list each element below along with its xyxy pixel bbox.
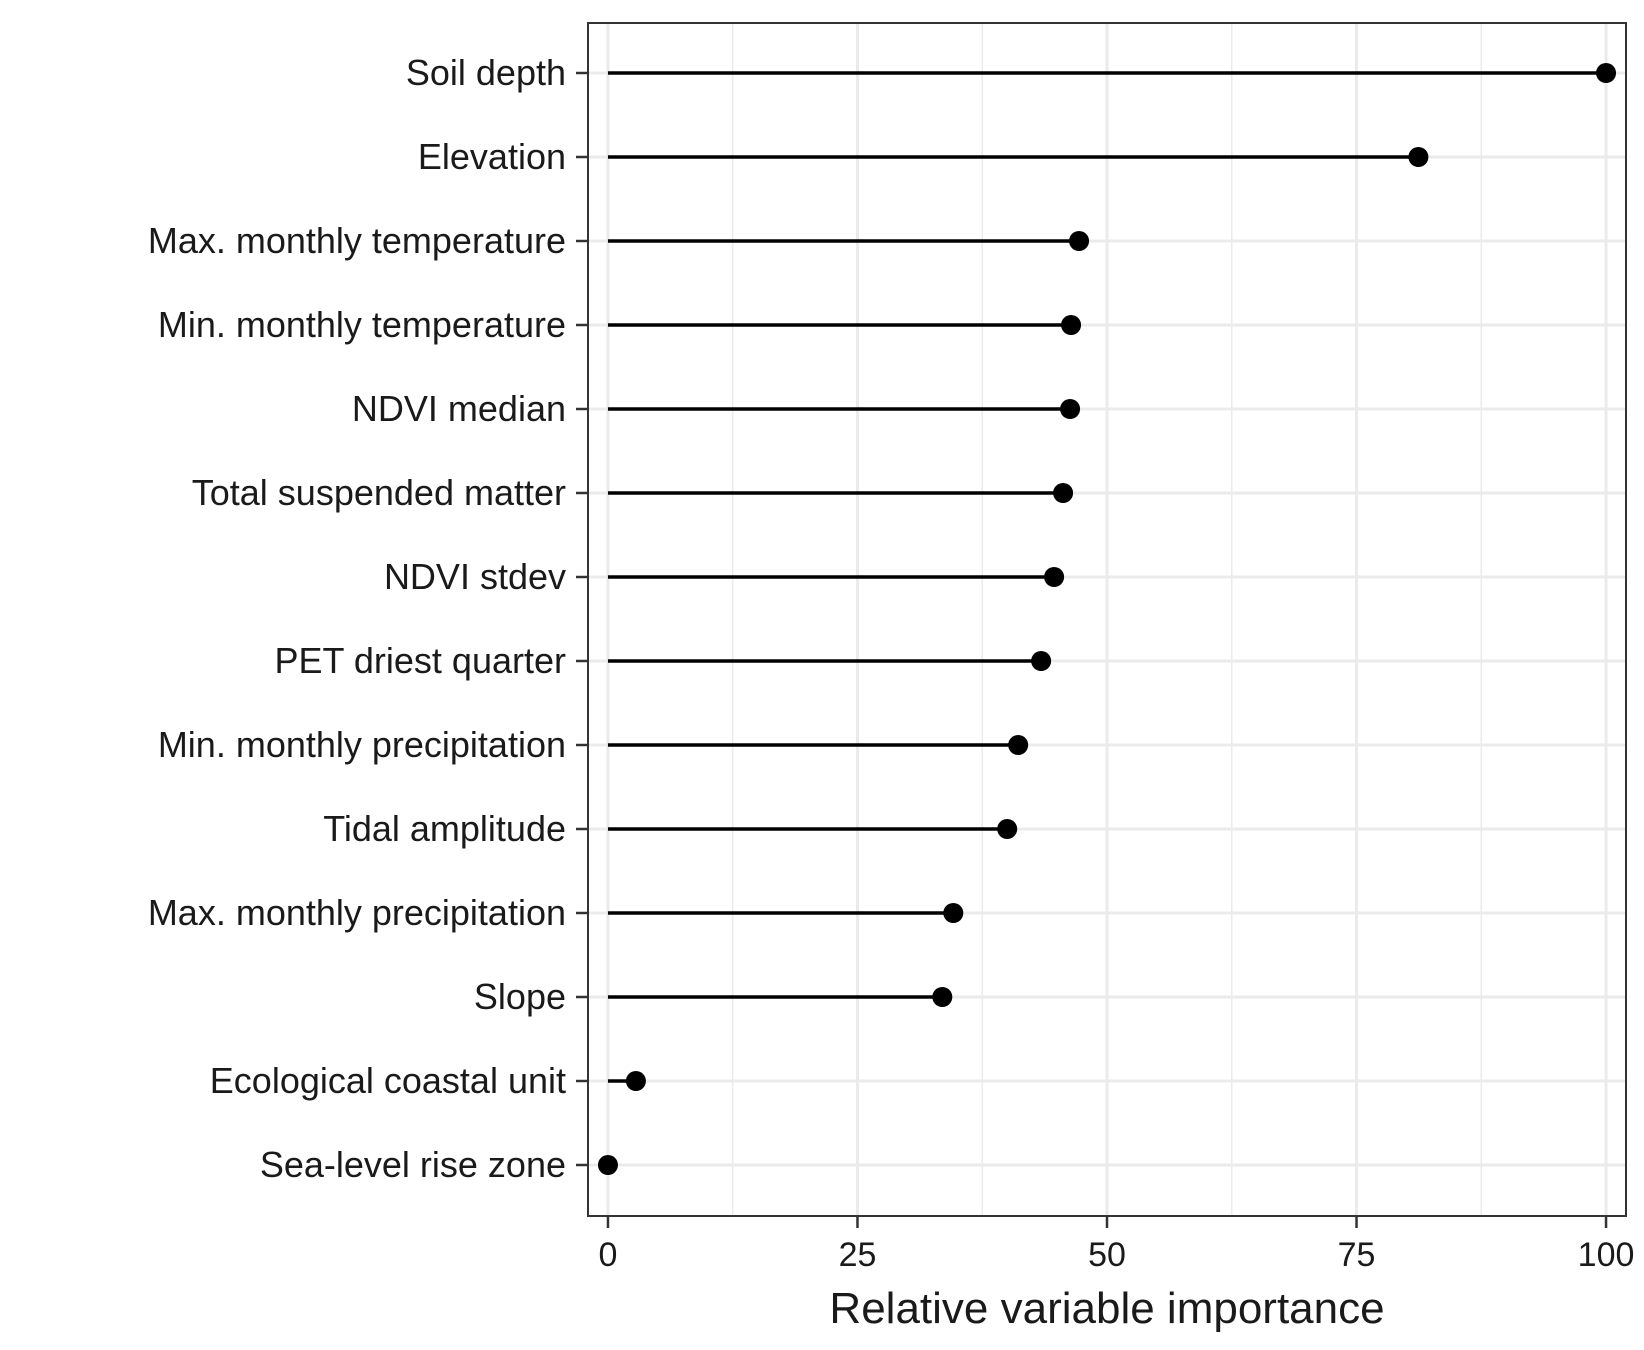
y-tick-label: Tidal amplitude <box>323 808 566 849</box>
lollipop-point <box>1008 735 1029 755</box>
lollipop-point <box>1053 483 1074 503</box>
x-tick-label: 75 <box>1338 1236 1376 1274</box>
lollipop-point <box>625 1071 646 1091</box>
y-tick-label: Soil depth <box>406 52 566 93</box>
y-tick-label: Elevation <box>418 136 566 177</box>
marks <box>597 63 1617 1175</box>
y-tick-label: NDVI median <box>352 388 566 429</box>
lollipop-point <box>943 903 964 923</box>
y-tick-label: Min. monthly precipitation <box>158 724 566 765</box>
y-tick-label: Max. monthly precipitation <box>148 892 566 933</box>
y-tick-label: Sea-level rise zone <box>260 1144 566 1185</box>
lollipop-point <box>597 1155 618 1175</box>
lollipop-point <box>1061 315 1082 335</box>
x-tick-label: 50 <box>1088 1236 1126 1274</box>
y-tick-label: Slope <box>474 976 566 1017</box>
x-axis-title: Relative variable importance <box>829 1284 1384 1333</box>
lollipop-point <box>1069 231 1090 251</box>
lollipop-point <box>1408 147 1429 167</box>
y-tick-label: Max. monthly temperature <box>148 220 566 261</box>
lollipop-point <box>1596 63 1617 83</box>
lollipop-point <box>1044 567 1065 587</box>
axes: Soil depth Elevation Max. monthly temperat… <box>148 52 1635 1274</box>
x-tick-label: 100 <box>1578 1236 1635 1274</box>
lollipop-point <box>1060 399 1081 419</box>
y-tick-label: Ecological coastal unit <box>210 1060 566 1101</box>
lollipop-point <box>932 987 953 1007</box>
x-tick-label: 25 <box>839 1236 877 1274</box>
y-tick-label: PET driest quarter <box>275 640 566 681</box>
y-tick-label: Total suspended matter <box>192 472 566 513</box>
x-tick-label: 0 <box>599 1236 618 1274</box>
lollipop-point <box>1031 651 1052 671</box>
lollipop-point <box>997 819 1018 839</box>
y-tick-label: Min. monthly temperature <box>158 304 566 345</box>
y-tick-label: NDVI stdev <box>384 556 566 597</box>
